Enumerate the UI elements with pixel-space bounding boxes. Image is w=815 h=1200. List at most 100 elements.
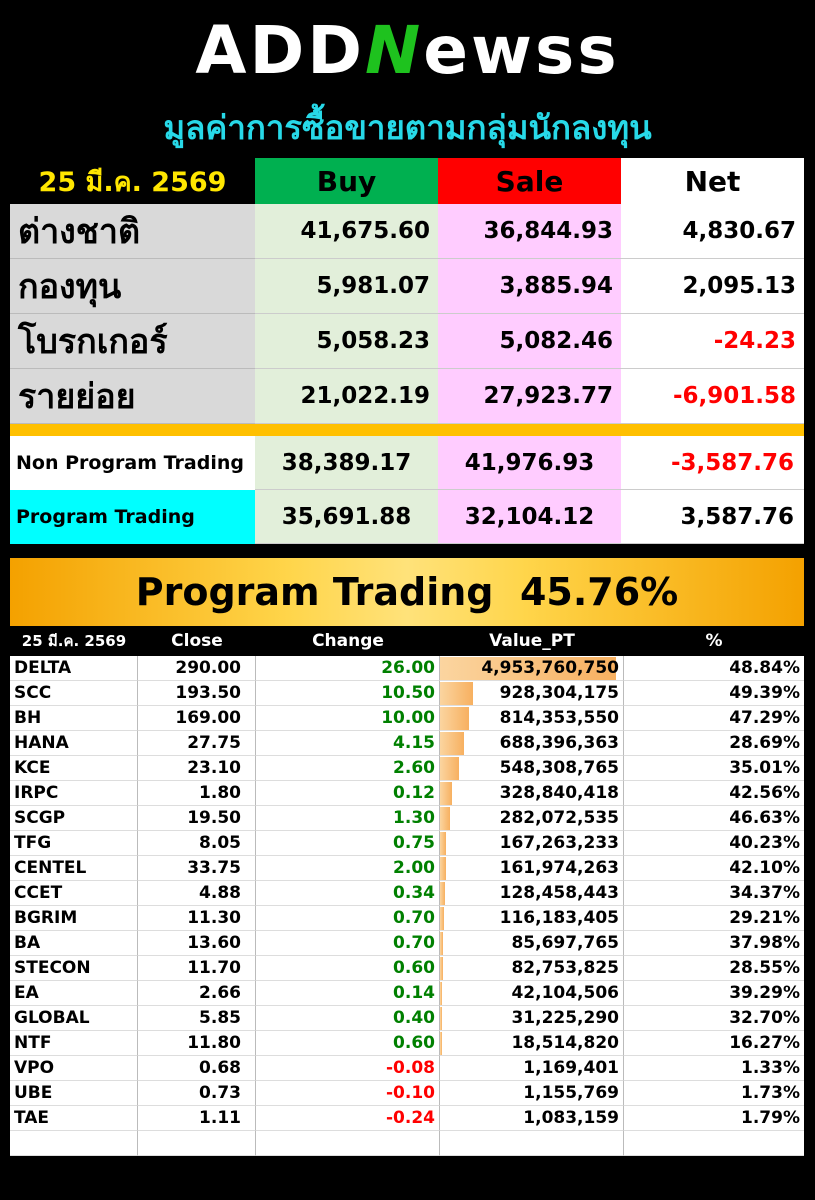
- stock-change: 0.60: [256, 1031, 440, 1056]
- investor-row: รายย่อย 21,022.19 27,923.77 -6,901.58: [10, 369, 804, 424]
- stock-value-cell: 167,263,233: [440, 831, 624, 856]
- stock-close: 169.00: [138, 706, 256, 731]
- investor-sale: 3,885.94: [438, 259, 621, 314]
- stock-change: 0.34: [256, 881, 440, 906]
- stock-value-cell: 18,514,820: [440, 1031, 624, 1056]
- stock-symbol: SCGP: [10, 806, 138, 831]
- program-buy: 35,691.88: [255, 490, 438, 544]
- stock-value-cell: 4,953,760,750: [440, 656, 624, 681]
- stock-symbol: BGRIM: [10, 906, 138, 931]
- stock-table: DELTA 290.00 26.00 4,953,760,750 48.84% SCC 19…: [10, 656, 804, 1156]
- stock-close: 5.85: [138, 1006, 256, 1031]
- program-sale: 32,104.12: [438, 490, 621, 544]
- stock-symbol: KCE: [10, 756, 138, 781]
- investor-buy: 5,981.07: [255, 259, 438, 314]
- value-bar: [440, 682, 473, 705]
- stock-value: 167,263,233: [499, 833, 619, 853]
- stock-change: -0.08: [256, 1056, 440, 1081]
- stock-pct: 32.70%: [624, 1006, 804, 1031]
- table-row: STECON 11.70 0.60 82,753,825 28.55%: [10, 956, 804, 981]
- stock-close: 33.75: [138, 856, 256, 881]
- investor-name: กองทุน: [10, 259, 255, 314]
- stock-symbol: HANA: [10, 731, 138, 756]
- stock-pct: 28.69%: [624, 731, 804, 756]
- stock-value-cell: 85,697,765: [440, 931, 624, 956]
- stock-close: 4.88: [138, 881, 256, 906]
- addnewss-logo: ADDNewss: [195, 12, 620, 89]
- investor-buy: 21,022.19: [255, 369, 438, 424]
- investor-name: ต่างชาติ: [10, 204, 255, 259]
- stock-value: 18,514,820: [511, 1033, 619, 1053]
- stock-value: 928,304,175: [499, 683, 619, 703]
- empty-row: [10, 1131, 804, 1156]
- stock-pct: 16.27%: [624, 1031, 804, 1056]
- stock-header-date: 25 มี.ค. 2569: [21, 632, 127, 650]
- stock-change: 2.60: [256, 756, 440, 781]
- stock-value-cell: 82,753,825: [440, 956, 624, 981]
- stock-symbol: BA: [10, 931, 138, 956]
- program-row-label: Program Trading: [10, 490, 255, 544]
- stock-value-cell: 128,458,443: [440, 881, 624, 906]
- stock-value: 85,697,765: [511, 933, 619, 953]
- program-row: Non Program Trading 38,389.17 41,976.93 -3,…: [10, 436, 804, 490]
- stock-value: 82,753,825: [511, 958, 619, 978]
- stock-change: 1.30: [256, 806, 440, 831]
- value-bar: [440, 1007, 442, 1030]
- value-bar: [440, 857, 446, 880]
- stock-value: 161,974,263: [499, 858, 619, 878]
- investor-net: 4,830.67: [621, 204, 804, 259]
- stock-value: 1,169,401: [523, 1058, 619, 1078]
- stock-symbol: TAE: [10, 1106, 138, 1131]
- banner-label: Program Trading: [135, 570, 494, 614]
- stock-symbol: VPO: [10, 1056, 138, 1081]
- table-row: GLOBAL 5.85 0.40 31,225,290 32.70%: [10, 1006, 804, 1031]
- table-row: SCGP 19.50 1.30 282,072,535 46.63%: [10, 806, 804, 831]
- stock-change: 26.00: [256, 656, 440, 681]
- stock-value: 548,308,765: [499, 758, 619, 778]
- table-row: TAE 1.11 -0.24 1,083,159 1.79%: [10, 1106, 804, 1131]
- stock-value-cell: 1,083,159: [440, 1106, 624, 1131]
- investor-net: 2,095.13: [621, 259, 804, 314]
- stock-close: 2.66: [138, 981, 256, 1006]
- sale-header: Sale: [438, 158, 621, 204]
- stock-symbol: CENTEL: [10, 856, 138, 881]
- stock-close: 1.80: [138, 781, 256, 806]
- table-row: VPO 0.68 -0.08 1,169,401 1.33%: [10, 1056, 804, 1081]
- stock-close: 19.50: [138, 806, 256, 831]
- program-row-label: Non Program Trading: [10, 436, 255, 490]
- stock-pct: 1.33%: [624, 1056, 804, 1081]
- stock-symbol: TFG: [10, 831, 138, 856]
- table-row: UBE 0.73 -0.10 1,155,769 1.73%: [10, 1081, 804, 1106]
- stock-header-pct: %: [705, 631, 723, 651]
- stock-symbol: UBE: [10, 1081, 138, 1106]
- stock-pct: 28.55%: [624, 956, 804, 981]
- table-row: CENTEL 33.75 2.00 161,974,263 42.10%: [10, 856, 804, 881]
- value-bar: [440, 832, 446, 855]
- stock-change: 10.00: [256, 706, 440, 731]
- stock-value-cell: 548,308,765: [440, 756, 624, 781]
- program-net: 3,587.76: [621, 490, 804, 544]
- stock-header-close: Close: [171, 631, 223, 651]
- page-title: มูลค่าการซื้อขายตามกลุ่มนักลงทุน: [163, 108, 652, 147]
- stock-change: 0.70: [256, 931, 440, 956]
- stock-close: 11.70: [138, 956, 256, 981]
- stock-value: 1,155,769: [523, 1083, 619, 1103]
- stock-change: 0.60: [256, 956, 440, 981]
- stock-value-cell: 31,225,290: [440, 1006, 624, 1031]
- stock-symbol: EA: [10, 981, 138, 1006]
- summary-header-row: 25 มี.ค. 2569 Buy Sale Net: [10, 158, 804, 204]
- stock-symbol: GLOBAL: [10, 1006, 138, 1031]
- stock-change: 2.00: [256, 856, 440, 881]
- buy-header: Buy: [255, 158, 438, 204]
- stock-value: 4,953,760,750: [481, 658, 619, 678]
- value-bar: [440, 782, 452, 805]
- value-bar: [440, 707, 469, 730]
- investor-net: -6,901.58: [621, 369, 804, 424]
- investor-name: รายย่อย: [10, 369, 255, 424]
- stock-header-change: Change: [312, 631, 384, 651]
- net-header: Net: [621, 158, 804, 204]
- program-row: Program Trading 35,691.88 32,104.12 3,587.7…: [10, 490, 804, 544]
- stock-close: 0.73: [138, 1081, 256, 1106]
- stock-pct: 42.10%: [624, 856, 804, 881]
- stock-close: 11.80: [138, 1031, 256, 1056]
